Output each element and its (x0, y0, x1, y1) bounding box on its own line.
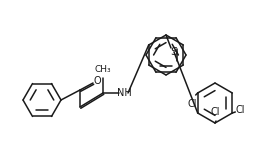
Text: NH: NH (117, 88, 131, 98)
Text: Cl: Cl (188, 99, 197, 109)
Text: CH₃: CH₃ (95, 65, 111, 74)
Text: Cl: Cl (210, 107, 220, 117)
Text: S: S (170, 47, 177, 57)
Text: Cl: Cl (236, 105, 245, 115)
Text: O: O (93, 76, 101, 86)
